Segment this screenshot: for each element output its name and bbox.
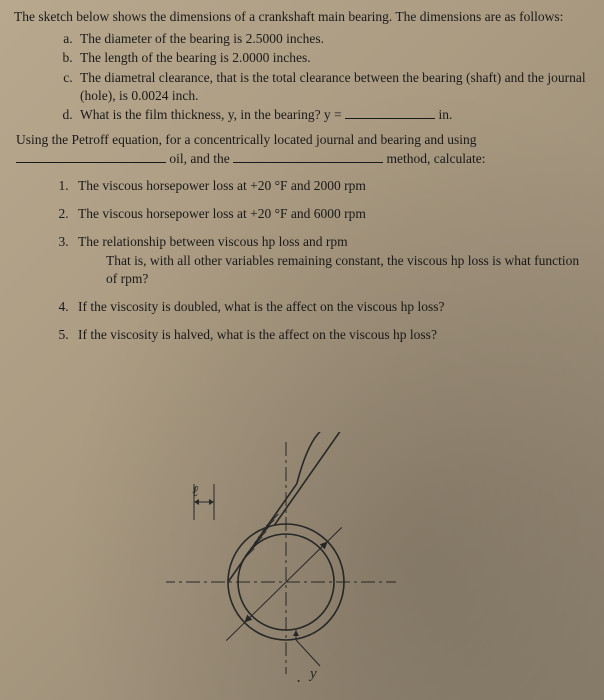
petroff-line1: Using the Petroff equation, for a concen… xyxy=(16,132,476,147)
question-3b: That is, with all other variables remain… xyxy=(78,252,590,288)
blank-method xyxy=(233,150,383,163)
petroff-tail: method, calculate: xyxy=(387,151,486,166)
dimension-list: The diameter of the bearing is 2.5000 in… xyxy=(14,30,590,125)
item-d: What is the film thickness, y, in the be… xyxy=(76,106,590,125)
svg-text:ℓ: ℓ xyxy=(192,484,198,500)
bearing-sketch: ℓ y d xyxy=(166,432,406,682)
blank-y xyxy=(345,106,435,119)
item-c: The diametral clearance, that is the tot… xyxy=(76,69,590,106)
question-2: The viscous horsepower loss at +20 °F an… xyxy=(72,200,590,228)
svg-text:y: y xyxy=(308,666,317,682)
item-a: The diameter of the bearing is 2.5000 in… xyxy=(76,30,590,49)
blank-oil xyxy=(16,150,166,163)
question-5: If the viscosity is halved, what is the … xyxy=(72,321,590,349)
question-list: The viscous horsepower loss at +20 °F an… xyxy=(14,172,590,350)
svg-text:d: d xyxy=(292,678,300,682)
petroff-paragraph: Using the Petroff equation, for a concen… xyxy=(14,131,590,168)
item-d-pre: What is the film thickness, y, in the be… xyxy=(80,107,342,122)
item-b: The length of the bearing is 2.0000 inch… xyxy=(76,49,590,68)
question-4: If the viscosity is doubled, what is the… xyxy=(72,293,590,321)
question-1: The viscous horsepower loss at +20 °F an… xyxy=(72,172,590,200)
item-d-unit: in. xyxy=(438,107,452,122)
question-3a: The relationship between viscous hp loss… xyxy=(78,234,348,249)
question-3: The relationship between viscous hp loss… xyxy=(72,228,590,293)
petroff-mid: oil, and the xyxy=(169,151,233,166)
intro-text: The sketch below shows the dimensions of… xyxy=(14,8,590,26)
